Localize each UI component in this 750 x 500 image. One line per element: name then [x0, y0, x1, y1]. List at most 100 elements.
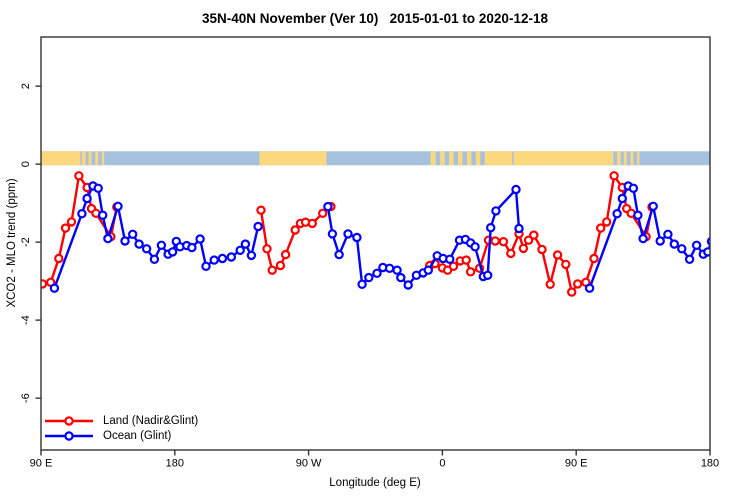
map-strip-land-segment — [466, 151, 472, 166]
y-tick-label: 0 — [20, 161, 32, 167]
data-point — [113, 201, 123, 211]
data-point — [684, 254, 695, 264]
x-tick-label: 180 — [701, 458, 719, 470]
data-point — [392, 265, 402, 275]
legend-row-land: Land (Nadir&Glint) — [44, 413, 198, 428]
data-point — [323, 201, 333, 212]
data-point — [706, 236, 710, 246]
data-point — [396, 272, 406, 283]
map-strip-land-segment — [95, 151, 99, 166]
data-point — [596, 223, 606, 233]
data-point — [561, 259, 571, 270]
data-point — [483, 270, 493, 280]
x-tick-label: 0 — [439, 458, 445, 470]
data-point — [506, 248, 516, 259]
data-point — [573, 279, 583, 289]
data-point — [445, 254, 455, 264]
map-strip-land-segment — [430, 151, 436, 166]
data-point — [334, 249, 344, 260]
y-tick-label: 2 — [20, 83, 32, 89]
legend-label-ocean: Ocean (Glint) — [103, 429, 172, 442]
data-point — [655, 236, 665, 246]
map-strip-land-segment — [475, 151, 481, 166]
data-point — [490, 236, 500, 246]
data-point — [470, 242, 480, 252]
data-point — [518, 243, 529, 254]
data-point — [77, 208, 87, 219]
data-point — [120, 236, 130, 246]
data-point — [403, 280, 413, 290]
data-point — [677, 244, 687, 254]
chart-title: 35N-40N November (Ver 10) 2015-01-01 to … — [202, 11, 548, 26]
data-point — [638, 233, 648, 244]
map-strip-land-segment — [449, 151, 454, 166]
data-point — [514, 223, 524, 234]
map-strip-land-segment — [101, 151, 105, 166]
data-point — [617, 193, 628, 204]
map-strip-land-segment — [513, 151, 614, 166]
data-point — [167, 247, 178, 257]
data-point — [465, 267, 476, 277]
data-point — [41, 279, 48, 289]
data-point — [141, 244, 152, 254]
data-point — [54, 253, 64, 264]
data-point — [226, 252, 236, 262]
legend-swatch-ocean — [45, 430, 93, 441]
data-point — [491, 206, 501, 216]
data-point — [253, 221, 263, 232]
x-tick-label: 90 E — [30, 458, 53, 470]
data-point — [609, 171, 619, 181]
data-point — [275, 260, 286, 271]
data-point — [41, 290, 42, 294]
data-point — [663, 229, 673, 239]
data-point — [327, 229, 338, 239]
legend-row-ocean: Ocean (Glint) — [44, 428, 198, 443]
legend-label-land: Land (Nadir&Glint) — [103, 414, 199, 427]
map-strip-land-segment — [41, 151, 81, 166]
data-point — [93, 183, 103, 193]
map-strip-land-segment — [81, 151, 86, 166]
data-point — [628, 183, 639, 193]
map-strip-land-segment — [617, 151, 621, 166]
data-point — [209, 255, 219, 265]
map-strip-land-segment — [440, 151, 445, 166]
data-point — [384, 263, 395, 273]
data-point — [280, 249, 291, 260]
legend-swatch-land — [45, 415, 93, 426]
data-point — [201, 261, 211, 271]
data-point — [537, 244, 547, 255]
data-point — [49, 283, 60, 293]
data-point — [74, 171, 84, 181]
data-point — [511, 184, 521, 195]
data-point — [256, 205, 266, 215]
data-point — [156, 240, 167, 250]
data-point — [318, 208, 328, 218]
data-point — [589, 253, 599, 264]
data-point — [552, 250, 563, 260]
data-point — [240, 239, 251, 249]
map-strip-land-segment — [259, 151, 327, 166]
data-point — [97, 210, 108, 220]
data-point — [82, 193, 92, 204]
data-point — [498, 236, 509, 247]
data-point — [246, 250, 257, 261]
data-point — [364, 272, 374, 283]
data-point — [235, 245, 245, 255]
series-line — [429, 172, 654, 295]
y-tick-label: -2 — [20, 237, 32, 247]
map-strip-land-segment — [458, 151, 463, 166]
x-axis-label: Longitude (deg E) — [329, 477, 421, 489]
data-point — [195, 234, 205, 244]
data-point — [691, 240, 702, 250]
data-point — [372, 268, 382, 278]
data-point — [461, 255, 471, 265]
data-point — [703, 247, 710, 257]
data-point — [134, 239, 144, 249]
x-tick-label: 180 — [166, 458, 184, 470]
data-point — [545, 279, 555, 289]
plot-border — [40, 36, 711, 451]
data-point — [267, 265, 277, 275]
map-strip-land-segment — [637, 151, 640, 166]
